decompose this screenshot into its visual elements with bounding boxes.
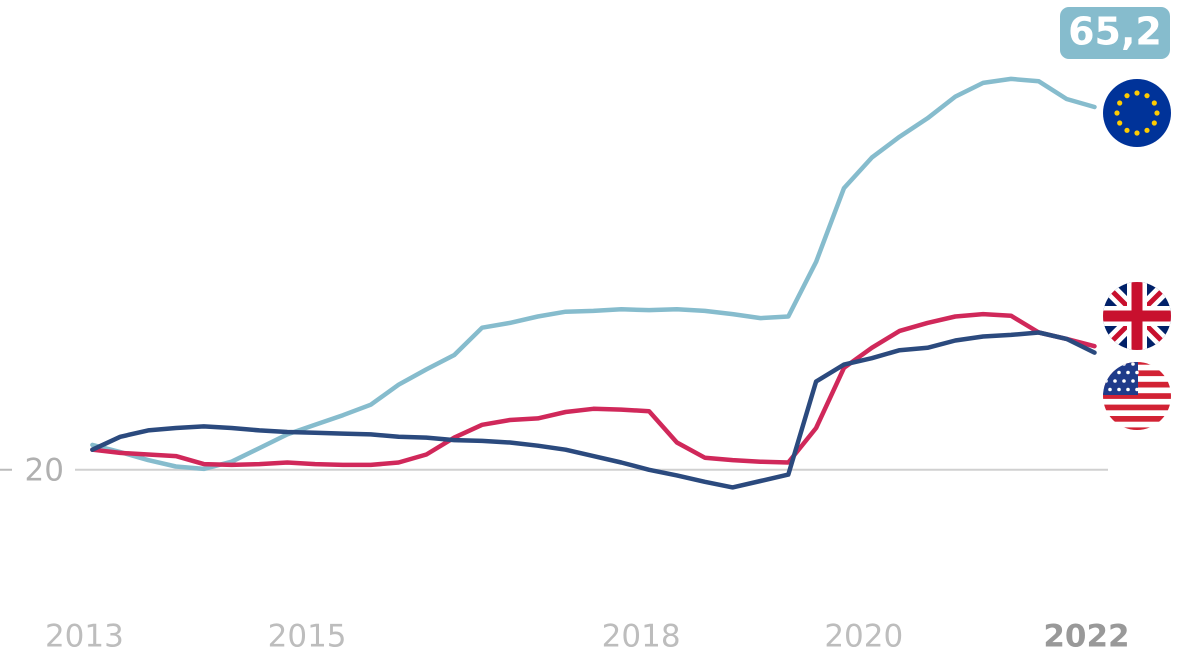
eu-flag bbox=[1103, 79, 1171, 147]
x-tick-label: 2013 bbox=[45, 619, 124, 655]
x-tick-label: 2022 bbox=[1043, 619, 1129, 655]
end-label-box bbox=[1060, 7, 1170, 59]
y-tick-label: 20 bbox=[25, 452, 64, 488]
x-tick-label: 2018 bbox=[602, 619, 681, 655]
series-line bbox=[90, 311, 1097, 468]
us-flag bbox=[1103, 362, 1171, 430]
series-line bbox=[90, 76, 1097, 472]
end-label: 65,2 bbox=[1068, 10, 1162, 54]
x-tick-label: 2015 bbox=[268, 619, 347, 655]
uk-flag bbox=[1103, 282, 1171, 350]
x-tick-label: 2020 bbox=[824, 619, 903, 655]
series-line bbox=[90, 330, 1097, 490]
plot-area: 20 2013 2015 2018 2020 2022 bbox=[0, 76, 1130, 655]
